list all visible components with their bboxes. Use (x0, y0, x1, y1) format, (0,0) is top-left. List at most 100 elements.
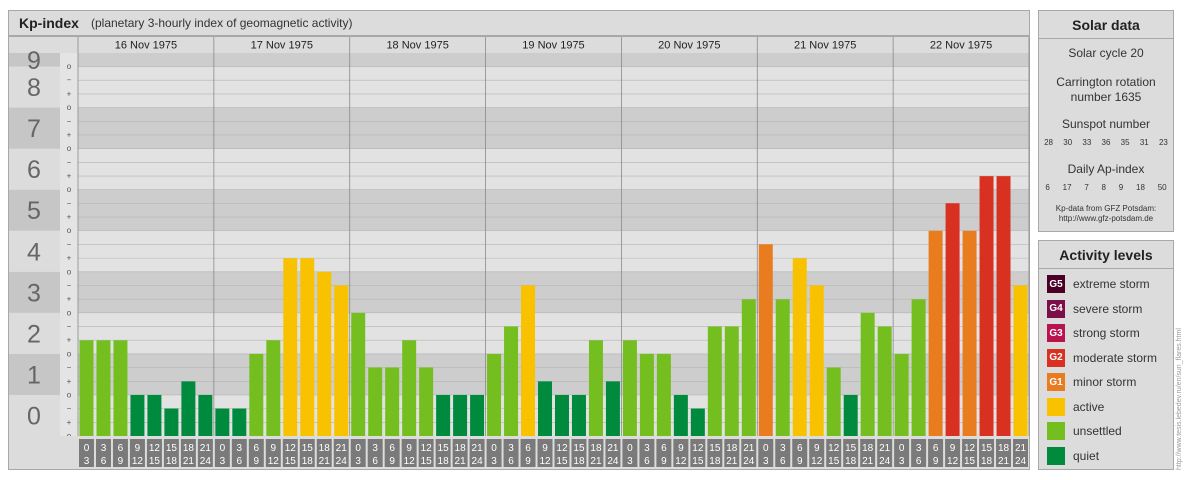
kp-bar (690, 408, 705, 436)
time-start-label: 0 (627, 443, 633, 454)
time-start-label: 6 (118, 443, 124, 454)
time-end-label: 18 (709, 456, 721, 467)
kp-bar (164, 408, 179, 436)
y-axis-band (9, 353, 60, 395)
kp-band (78, 107, 1029, 149)
kp-bar (707, 326, 722, 436)
kp-bar (860, 312, 875, 436)
time-end-label: 15 (285, 456, 297, 467)
kp-bar (215, 408, 230, 436)
minor-tick-label: − (67, 322, 72, 331)
time-box (605, 439, 621, 467)
y-axis-band (9, 271, 60, 313)
kp-bar (1013, 285, 1028, 436)
time-box (503, 439, 519, 467)
day-label: 18 Nov 1975 (386, 40, 448, 52)
ap-value: 8 (1101, 183, 1106, 192)
time-box (962, 439, 978, 467)
time-box (418, 439, 434, 467)
kp-bar (588, 340, 603, 436)
time-start-label: 21 (743, 443, 755, 454)
time-box (741, 439, 757, 467)
kp-bar (504, 326, 519, 436)
day-label: 22 Nov 1975 (930, 40, 992, 52)
time-box (79, 439, 94, 467)
time-start-label: 18 (998, 443, 1010, 454)
kp-bar (419, 367, 434, 436)
legend-item: G3 strong storm (1047, 324, 1140, 342)
time-start-label: 9 (271, 443, 277, 454)
y-tick-label: 5 (27, 197, 41, 225)
y-tick-label: 2 (27, 320, 41, 348)
time-start-label: 12 (149, 443, 161, 454)
y-tick-label: 0 (27, 402, 41, 430)
kp-bar (181, 381, 196, 436)
time-box (401, 439, 417, 467)
legend-label: quiet (1073, 448, 1100, 463)
legend-item: G4 severe storm (1047, 299, 1142, 318)
time-start-label: 15 (845, 443, 857, 454)
time-box (911, 439, 927, 467)
time-start-label: 18 (183, 443, 195, 454)
time-start-label: 3 (508, 443, 514, 454)
time-end-label: 15 (828, 456, 840, 467)
y-axis-band (9, 394, 60, 436)
time-end-label: 18 (845, 456, 857, 467)
time-end-label: 21 (319, 456, 331, 467)
y-axis-band (9, 312, 60, 354)
source-line1: Kp-data from GFZ Potsdam: (1055, 204, 1157, 213)
time-box (180, 439, 196, 467)
kp-bar (130, 394, 145, 436)
time-end-label: 15 (692, 456, 704, 467)
time-start-label: 3 (237, 443, 243, 454)
time-box (486, 439, 502, 467)
kp-bar (300, 258, 315, 436)
time-box (316, 439, 332, 467)
time-start-label: 0 (899, 443, 905, 454)
source-link[interactable]: http://www.gfz-potsdam.de (1058, 214, 1154, 223)
time-box (112, 439, 128, 467)
ap-value: 9 (1118, 183, 1124, 192)
time-end-label: 15 (556, 456, 568, 467)
time-end-label: 9 (797, 456, 803, 467)
time-box (758, 439, 774, 467)
minor-tick-label: − (67, 117, 72, 126)
time-start-label: 6 (525, 443, 531, 454)
kp-bar (962, 230, 977, 436)
time-end-label: 6 (644, 456, 650, 467)
kp-bar (521, 285, 536, 436)
time-start-label: 0 (220, 443, 226, 454)
time-start-label: 15 (438, 443, 450, 454)
time-start-label: 6 (933, 443, 939, 454)
legend-swatch (1047, 397, 1065, 416)
time-start-label: 18 (455, 443, 467, 454)
solar-cycle: Solar cycle 20 (1068, 46, 1144, 60)
kp-bar (843, 394, 858, 436)
credit-text[interactable]: http://www.tesis.lebedev.ru/en/sun_flare… (1176, 328, 1183, 470)
time-start-label: 21 (607, 443, 619, 454)
time-start-label: 0 (763, 443, 769, 454)
time-start-label: 12 (421, 443, 433, 454)
time-end-label: 12 (132, 456, 144, 467)
time-box (384, 439, 400, 467)
kp-bar (283, 258, 298, 436)
minor-tick-label: o (67, 62, 72, 71)
minor-axis-column (60, 53, 78, 436)
time-start-label: 21 (200, 443, 212, 454)
time-box (996, 439, 1012, 467)
kp-bar (911, 299, 926, 436)
minor-tick-label: − (67, 404, 72, 413)
ap-value: 17 (1062, 183, 1072, 192)
time-end-label: 24 (743, 456, 755, 467)
y-tick-label: 6 (27, 156, 41, 184)
time-start-label: 12 (828, 443, 840, 454)
kp-bar (385, 367, 400, 436)
y-tick-label: 3 (27, 279, 41, 307)
minor-tick-label: + (67, 254, 72, 263)
time-box (639, 439, 655, 467)
time-box (826, 439, 842, 467)
legend-swatch (1047, 422, 1065, 440)
kp-bar (979, 176, 994, 436)
time-end-label: 6 (780, 456, 786, 467)
y-axis-band (9, 148, 60, 190)
